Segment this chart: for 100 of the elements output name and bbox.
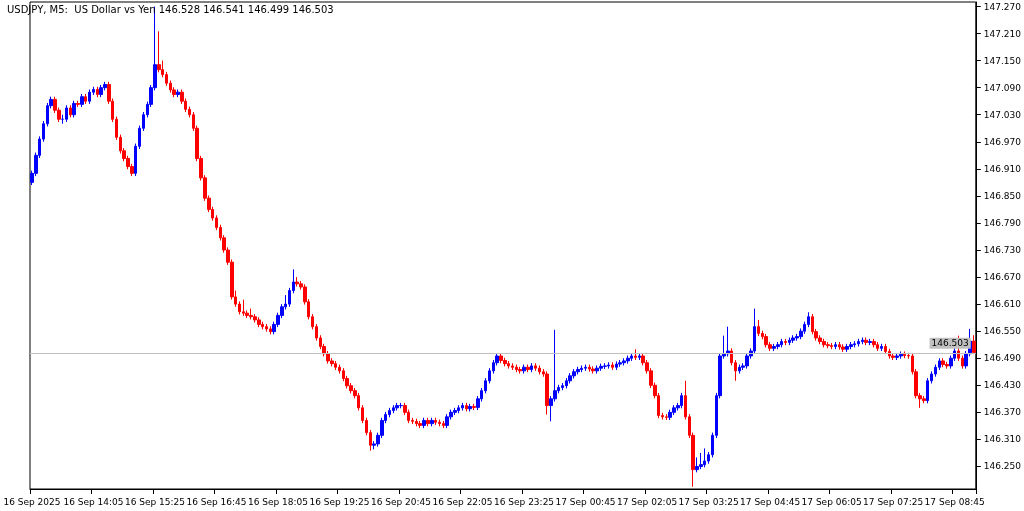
candlestick [849, 341, 853, 350]
candlestick [599, 363, 603, 372]
candlestick [945, 361, 949, 370]
candlestick [395, 402, 399, 412]
candlestick [857, 338, 860, 348]
candlestick [88, 88, 91, 105]
candlestick [253, 313, 257, 324]
candlestick [176, 88, 180, 98]
candlestick [853, 340, 856, 348]
candlestick [834, 341, 837, 350]
candlestick [415, 418, 418, 427]
candlestick [838, 341, 841, 351]
x-tick-label: 16 Sep 18:05 [247, 496, 309, 507]
candlestick [899, 350, 903, 360]
x-tick-label: 16 Sep 2025 [3, 496, 61, 507]
y-tick-label: 147.030 [983, 109, 1022, 120]
candlestick [672, 404, 676, 416]
x-tick-label: 17 Sep 07:25 [863, 496, 924, 507]
candlestick [76, 100, 80, 108]
candlestick [776, 341, 780, 350]
candlestick [903, 350, 906, 359]
y-tick-label: 146.610 [983, 299, 1022, 310]
candlestick [826, 341, 830, 349]
candlestick [261, 321, 264, 330]
y-tick-label: 146.790 [983, 217, 1022, 228]
candlestick [680, 392, 683, 409]
y-tick-label: 146.670 [983, 272, 1022, 283]
candlestick [872, 338, 876, 348]
candlestick [526, 364, 530, 373]
candlestick [538, 364, 541, 375]
y-tick-label: 146.550 [983, 326, 1022, 337]
candlestick [864, 336, 868, 346]
candlestick [738, 364, 741, 375]
candlestick [572, 368, 576, 380]
candlestick [757, 319, 760, 337]
candlestick [630, 352, 633, 362]
x-tick-label: 16 Sep 22:05 [432, 496, 493, 507]
candlestick [615, 360, 618, 371]
candlestick [515, 364, 518, 373]
y-tick-label: 146.910 [983, 163, 1022, 174]
candlestick [830, 342, 833, 350]
candlestick [334, 360, 337, 371]
candlestick [772, 343, 776, 352]
candlestick [891, 352, 895, 361]
candlestick [565, 377, 568, 389]
candlestick [80, 93, 84, 108]
candlestick [788, 336, 791, 346]
candlestick [822, 338, 826, 348]
candlestick [634, 348, 637, 361]
candlestick [618, 359, 622, 368]
candlestick [453, 407, 457, 416]
candlestick [534, 362, 537, 372]
candlestick [434, 417, 437, 426]
candlestick [861, 336, 864, 345]
candlestick [84, 93, 87, 105]
candlestick [545, 370, 549, 416]
candlestick [445, 413, 449, 429]
y-tick-label: 146.310 [983, 434, 1022, 445]
candlestick [392, 404, 395, 414]
candlestick [242, 299, 245, 317]
candlestick [269, 325, 272, 335]
candlestick [503, 357, 507, 367]
candlestick [603, 362, 607, 370]
y-tick-label: 147.270 [983, 1, 1022, 12]
candlestick [507, 360, 510, 370]
candlestick [622, 357, 626, 366]
candlestick [638, 352, 641, 361]
candlestick [461, 402, 464, 412]
candlestick [418, 420, 422, 429]
x-tick-label: 17 Sep 04:45 [740, 496, 801, 507]
candlestick [607, 361, 610, 370]
x-tick-label: 17 Sep 08:45 [924, 496, 985, 507]
candlestick [295, 276, 299, 288]
x-tick-label: 16 Sep 15:25 [124, 496, 185, 507]
y-tick-label: 146.430 [983, 380, 1022, 391]
candlestick [511, 362, 514, 371]
candlestick [845, 343, 849, 353]
candlestick [591, 365, 595, 375]
candlestick [580, 364, 583, 373]
candlestick [468, 403, 472, 412]
candlestick [465, 402, 468, 412]
candlestick [265, 323, 268, 333]
candlestick [595, 364, 599, 375]
y-tick-label: 146.730 [983, 245, 1022, 256]
y-tick-label: 146.250 [983, 461, 1022, 472]
candlestick [726, 326, 730, 357]
candlestick [876, 341, 879, 352]
candlestick [611, 361, 614, 371]
candlestick [780, 338, 783, 348]
x-tick-label: 16 Sep 20:45 [370, 496, 432, 507]
candlestick [841, 343, 845, 353]
candlestick [588, 364, 591, 373]
candlestick [665, 413, 668, 421]
candlestick [922, 395, 926, 404]
candlestick [422, 417, 426, 429]
candlestick [880, 343, 883, 352]
candlestick [249, 308, 253, 320]
candlestick [895, 352, 899, 361]
candlestick [499, 352, 503, 364]
candlestick [791, 334, 795, 344]
